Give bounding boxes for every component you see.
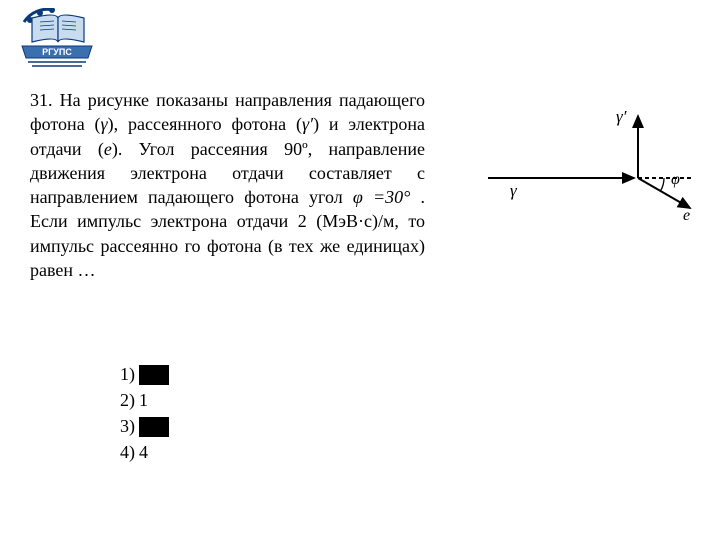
problem-text: 31. На рисунке показаны направления пада… (30, 88, 425, 282)
ellipsis: … (78, 260, 96, 280)
diagram-gamma-label: γ (510, 181, 518, 200)
answer-option-3: 3) (120, 414, 169, 440)
phi-symbol: φ (353, 187, 363, 207)
answer-option-1: 1) (120, 362, 169, 388)
redaction-box (139, 365, 169, 385)
electron-symbol: e (104, 139, 112, 159)
physics-diagram: γ′ γ φ e (468, 108, 698, 248)
university-logo: РГУПС (18, 8, 96, 70)
problem-number: 31 (30, 90, 48, 110)
redaction-box (139, 417, 169, 437)
answer-option-4: 4) 4 (120, 440, 169, 466)
gamma-symbol: γ (101, 114, 108, 134)
diagram-e-label: e (683, 207, 690, 224)
logo-text: РГУПС (42, 47, 72, 57)
diagram-gamma-prime-label: γ′ (616, 108, 627, 126)
diagram-phi-label: φ (671, 171, 680, 188)
answer-options: 1) 2) 1 3) 4) 4 (120, 362, 169, 466)
gamma-prime-symbol: γ′ (302, 114, 313, 134)
answer-option-2: 2) 1 (120, 388, 169, 414)
